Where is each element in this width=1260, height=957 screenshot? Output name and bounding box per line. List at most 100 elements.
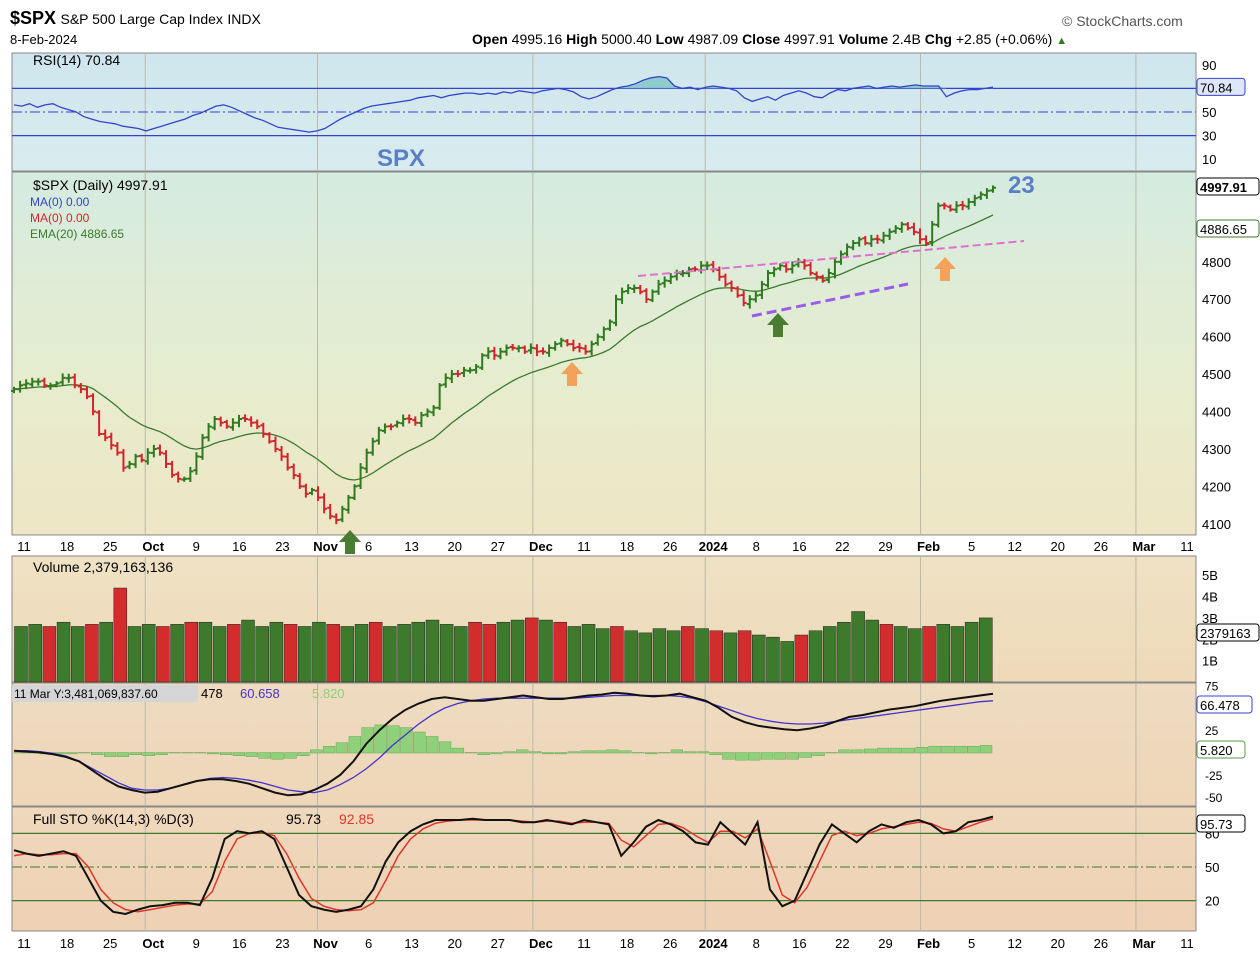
volume-bar: [383, 626, 397, 683]
price-bar: [746, 295, 753, 309]
price-bar: [181, 476, 188, 482]
price-bar: [442, 373, 449, 388]
macd-hist-bar: [812, 752, 825, 756]
price-current-label-box: [1196, 177, 1260, 196]
price-bar: [564, 339, 571, 347]
price-bar: [132, 453, 139, 469]
volume-bar: [737, 630, 752, 683]
price-legend-ma2: MA(0) 0.00: [30, 211, 90, 225]
volume-bar: [837, 621, 851, 683]
price-bar: [898, 221, 905, 233]
volume-bar: [56, 621, 71, 683]
price-bar: [789, 261, 796, 274]
stochastic-panel: [11, 806, 1197, 932]
price-bar: [29, 377, 36, 388]
price-bar: [765, 270, 772, 288]
volume-bar: [170, 624, 184, 683]
price-bar: [515, 345, 522, 353]
axes: 11 11 18 18 25 25 Oct Oct 9 9 16 16 23 23 Nov Nov 6 6 13 13…: [17, 539, 1194, 951]
price-bar: [205, 423, 212, 442]
price-bar: [96, 410, 103, 437]
price-bar: [35, 378, 42, 386]
sto-current-label-box: [1196, 814, 1246, 833]
volume-bar: [624, 630, 638, 683]
macd-hist-bar: [477, 752, 490, 756]
volume-label: Volume: [838, 31, 889, 47]
ema-current-label-box: [1196, 219, 1260, 238]
price-bar: [874, 234, 881, 244]
x-axis-label-top: 8: [753, 539, 760, 554]
volume-bar: [198, 621, 213, 683]
price-bar: [23, 379, 30, 390]
price-bar: [521, 345, 528, 354]
price-bar: [923, 235, 930, 247]
price-bar: [479, 353, 486, 370]
price-bar: [156, 444, 163, 456]
x-axis-label-bottom: Mar: [1132, 936, 1155, 951]
price-bar: [187, 466, 194, 483]
price-bar: [120, 449, 127, 472]
sto-current-label: 95.73: [1200, 817, 1233, 832]
price-bar: [345, 494, 352, 514]
price-bar: [582, 344, 589, 355]
up-triangle-icon: ▲: [1056, 35, 1068, 47]
x-axis-label-bottom: 26: [663, 936, 677, 951]
volume-bar: [425, 619, 440, 683]
price-bar: [369, 437, 376, 456]
macd-hist-bar: [438, 741, 452, 754]
volume-bar: [141, 624, 156, 683]
price-bar: [163, 450, 170, 469]
price-bar: [467, 367, 474, 374]
price-bar: [333, 513, 340, 525]
price-bar: [850, 240, 857, 251]
volume-tick-1B: 1B: [1202, 654, 1218, 669]
sto-legend-k: 95.73: [286, 811, 321, 827]
price-bar: [102, 429, 109, 442]
price-bar: [831, 257, 838, 279]
volume-bar: [851, 611, 865, 683]
price-bar: [740, 290, 747, 307]
macd-hist-bar: [567, 751, 580, 754]
price-bar: [880, 231, 887, 244]
macd-hist-label-box: [1196, 740, 1246, 759]
macd-hist-bar: [91, 752, 104, 756]
price-bar: [947, 204, 954, 212]
green-arrow-nov: [339, 530, 361, 554]
rsi-tick-90: 90: [1202, 58, 1216, 73]
price-bar: [910, 222, 917, 236]
x-axis-label-top: 18: [60, 539, 74, 554]
x-axis-label-top: Oct: [142, 539, 164, 554]
price-bar: [448, 369, 455, 383]
volume-bar: [979, 617, 993, 683]
rsi-overbought-fill: [14, 76, 993, 89]
price-bar: [65, 373, 72, 383]
price-bar: [211, 415, 218, 431]
volume-bar: [340, 626, 355, 683]
rsi-current-label: 70.84: [1200, 80, 1233, 95]
price-bar: [728, 280, 735, 292]
price-bar: [114, 442, 121, 456]
volume-bar: [127, 626, 142, 683]
x-axis-label-top: 22: [835, 539, 849, 554]
macd-tick-75: 75: [1205, 680, 1219, 694]
x-axis-label-bottom: 16: [232, 936, 246, 951]
price-bar: [570, 339, 577, 352]
price-bar: [655, 279, 662, 295]
rsi-current-label-box: [1196, 77, 1246, 96]
rsi-legend-text: RSI(14) 70.84: [33, 52, 120, 68]
sto-legend-prefix: Full STO %K(14,3) %D(3): [33, 811, 194, 827]
price-bar: [959, 200, 966, 211]
price-bar: [825, 268, 832, 284]
macd-hist-bar: [516, 749, 529, 754]
price-bar: [17, 380, 24, 393]
macd-legend-signal: 60.658: [240, 686, 280, 701]
x-axis-label-bottom: 11: [1180, 936, 1194, 951]
volume-bar: [723, 632, 738, 683]
low-value: 4987.09: [687, 31, 739, 47]
macd-panel: [11, 682, 1197, 807]
x-axis-label-top: 12: [1007, 539, 1021, 554]
price-bar: [229, 418, 236, 431]
price-bar: [144, 448, 151, 465]
gridlines: [144, 53, 1137, 931]
